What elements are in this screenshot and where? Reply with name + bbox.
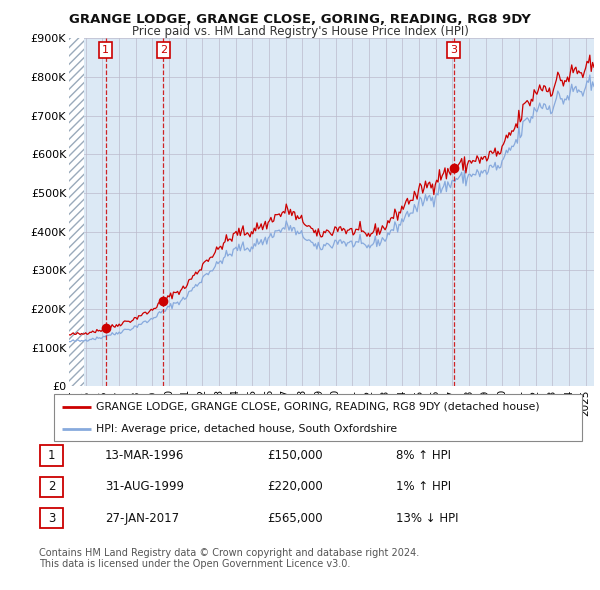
Text: 31-AUG-1999: 31-AUG-1999: [105, 480, 184, 493]
Text: 1% ↑ HPI: 1% ↑ HPI: [396, 480, 451, 493]
Text: Price paid vs. HM Land Registry's House Price Index (HPI): Price paid vs. HM Land Registry's House …: [131, 25, 469, 38]
Bar: [69, 38, 85, 386]
Text: 1: 1: [48, 449, 55, 462]
FancyBboxPatch shape: [40, 477, 63, 497]
FancyBboxPatch shape: [54, 394, 582, 441]
Text: 3: 3: [450, 45, 457, 55]
Text: 13-MAR-1996: 13-MAR-1996: [105, 449, 184, 462]
Text: £150,000: £150,000: [267, 449, 323, 462]
Text: 13% ↓ HPI: 13% ↓ HPI: [396, 512, 458, 525]
FancyBboxPatch shape: [40, 508, 63, 528]
Text: This data is licensed under the Open Government Licence v3.0.: This data is licensed under the Open Gov…: [39, 559, 350, 569]
Text: 3: 3: [48, 512, 55, 525]
Text: 8% ↑ HPI: 8% ↑ HPI: [396, 449, 451, 462]
Text: 27-JAN-2017: 27-JAN-2017: [105, 512, 179, 525]
Text: HPI: Average price, detached house, South Oxfordshire: HPI: Average price, detached house, Sout…: [96, 424, 397, 434]
Text: £220,000: £220,000: [267, 480, 323, 493]
Text: 1: 1: [102, 45, 109, 55]
Text: GRANGE LODGE, GRANGE CLOSE, GORING, READING, RG8 9DY (detached house): GRANGE LODGE, GRANGE CLOSE, GORING, READ…: [96, 402, 540, 412]
Text: 2: 2: [160, 45, 167, 55]
FancyBboxPatch shape: [40, 445, 63, 466]
Text: £565,000: £565,000: [267, 512, 323, 525]
Text: 2: 2: [48, 480, 55, 493]
Text: GRANGE LODGE, GRANGE CLOSE, GORING, READING, RG8 9DY: GRANGE LODGE, GRANGE CLOSE, GORING, READ…: [69, 13, 531, 26]
Text: Contains HM Land Registry data © Crown copyright and database right 2024.: Contains HM Land Registry data © Crown c…: [39, 549, 419, 558]
